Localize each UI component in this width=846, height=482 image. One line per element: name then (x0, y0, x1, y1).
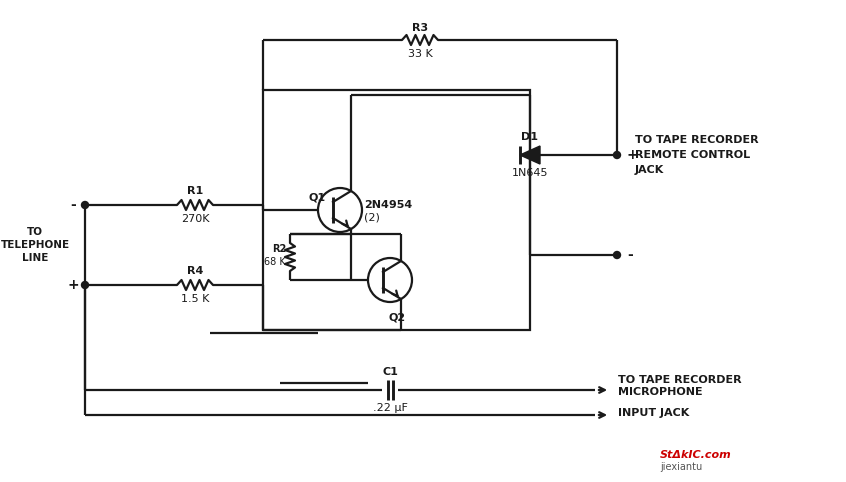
Text: REMOTE CONTROL: REMOTE CONTROL (635, 150, 750, 160)
Text: TO TAPE RECORDER: TO TAPE RECORDER (635, 135, 759, 145)
Text: Q2: Q2 (388, 312, 405, 322)
Text: JACK: JACK (635, 165, 664, 175)
Text: 270K: 270K (181, 214, 209, 224)
Text: +: + (67, 278, 79, 292)
Text: StΔkIC.com: StΔkIC.com (660, 450, 732, 460)
Text: INPUT JACK: INPUT JACK (618, 408, 689, 418)
Text: TO
TELEPHONE
LINE: TO TELEPHONE LINE (1, 227, 69, 263)
Text: +: + (627, 148, 639, 162)
Text: TO TAPE RECORDER: TO TAPE RECORDER (618, 375, 742, 385)
Text: R1: R1 (187, 186, 203, 196)
Text: R3: R3 (412, 23, 428, 33)
Text: (2): (2) (364, 213, 380, 223)
Text: jiexiantu: jiexiantu (660, 462, 702, 472)
Text: 1N645: 1N645 (512, 168, 548, 178)
Text: C1: C1 (382, 367, 398, 377)
Text: -: - (70, 198, 76, 212)
Text: MICROPHONE: MICROPHONE (618, 387, 703, 397)
Text: D1: D1 (521, 132, 539, 142)
Text: .22 μF: .22 μF (372, 403, 408, 413)
Circle shape (81, 201, 89, 209)
Circle shape (81, 281, 89, 289)
Text: 2N4954: 2N4954 (364, 200, 412, 210)
Text: Q1: Q1 (309, 193, 326, 203)
Bar (263, 90, 530, 330)
Text: 1.5 K: 1.5 K (181, 294, 209, 304)
Circle shape (613, 252, 620, 258)
Text: R4: R4 (187, 266, 203, 276)
Text: 68 K: 68 K (264, 257, 286, 267)
Polygon shape (520, 146, 540, 164)
Text: 33 K: 33 K (408, 49, 432, 59)
Text: -: - (627, 248, 633, 262)
Circle shape (613, 151, 620, 159)
Text: R2: R2 (272, 244, 286, 254)
